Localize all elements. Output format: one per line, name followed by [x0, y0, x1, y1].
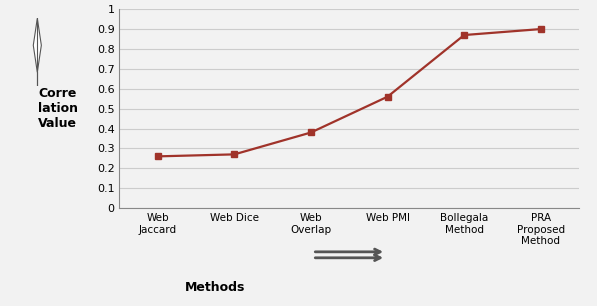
Y-axis label: Corre
lation
Value: Corre lation Value [38, 87, 78, 130]
Polygon shape [33, 18, 41, 72]
Text: Methods: Methods [184, 281, 245, 294]
